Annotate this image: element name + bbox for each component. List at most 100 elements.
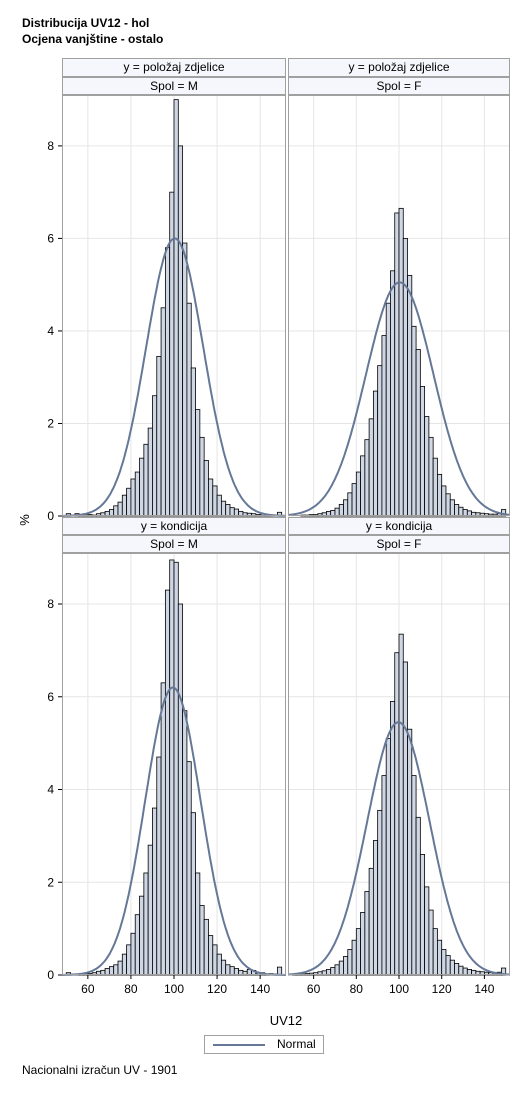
panel-4-col-header xyxy=(288,535,510,553)
panel-3-xtick-label-100: 100 xyxy=(164,982,184,996)
panel-3-col-header xyxy=(62,535,286,553)
panel-4-bar-76 xyxy=(347,949,353,976)
panel-4-bar-94 xyxy=(385,738,391,976)
panel-2-bar-120 xyxy=(441,485,447,517)
panel-1-bar-78 xyxy=(126,487,132,517)
panel-3-bar-96 xyxy=(164,589,171,976)
panel-4-bar-110 xyxy=(419,854,426,976)
panel-3-bar-80 xyxy=(130,932,136,976)
panel-4-bar-128 xyxy=(458,965,464,976)
panel-3-normal-curve xyxy=(62,686,286,976)
panel-2-col-header xyxy=(288,77,510,95)
panel-2-bar-104 xyxy=(407,275,413,517)
panel-4-frame xyxy=(288,553,510,975)
footnote: Nacionalni izračun UV - 1901 xyxy=(22,1063,178,1077)
panel-2-col-label: Spol = F xyxy=(376,79,421,93)
panel-1-bar-76 xyxy=(121,494,128,517)
panel-3-bar-72 xyxy=(113,964,119,976)
panel-1-bar-82 xyxy=(134,471,140,517)
panel-2-bar-116 xyxy=(432,457,438,517)
panel-2-bar-86 xyxy=(368,418,374,517)
panel-4-col-label: Spol = F xyxy=(376,537,421,551)
panel-1-bar-84 xyxy=(139,457,145,517)
panel-1-bar-80 xyxy=(130,478,136,517)
panel-4-xtick-label-140: 140 xyxy=(474,982,494,996)
panel-2-bar-106 xyxy=(411,325,417,517)
panel-3-bar-108 xyxy=(190,812,196,976)
panel-4-bar-98 xyxy=(394,652,400,976)
panel-4-xtick-label-100: 100 xyxy=(389,982,409,996)
panel-2-bar-72 xyxy=(338,504,344,517)
panel-2-bar-70 xyxy=(334,507,340,517)
panel-3-bar-88 xyxy=(147,844,153,976)
panel-2-bar-88 xyxy=(372,390,379,517)
panel-4-bar-112 xyxy=(424,886,430,976)
panel-3-bar-84 xyxy=(139,895,145,976)
panel-4-bar-74 xyxy=(343,956,349,976)
panel-1-bar-92 xyxy=(156,355,162,517)
legend-normal-line-icon xyxy=(213,1044,265,1046)
panel-4-bar-116 xyxy=(432,928,438,976)
panel-3-bar-70 xyxy=(108,966,115,976)
panel-1-bar-90 xyxy=(152,395,158,517)
panel-4-normal-curve xyxy=(287,721,511,976)
panel-1-bar-116 xyxy=(208,478,214,517)
panel-4-bar-126 xyxy=(454,963,460,976)
panel-4-bar-88 xyxy=(372,840,379,976)
panel-4-bar-80 xyxy=(355,928,361,976)
panel-3-bar-86 xyxy=(143,872,149,976)
panel-4-bar-92 xyxy=(381,775,387,976)
panel-1-bar-120 xyxy=(216,494,222,517)
panel-3-ytick-label-6: 6 xyxy=(47,690,54,704)
panel-2-bar-80 xyxy=(355,471,361,517)
panel-3-ytick-label-0: 0 xyxy=(47,968,54,982)
panel-3-bar-112 xyxy=(199,905,205,976)
panel-1-col-label: Spol = M xyxy=(150,79,198,93)
panel-2-bar-94 xyxy=(385,302,391,517)
x-axis-title: UV12 xyxy=(270,1013,303,1028)
panel-2-bar-124 xyxy=(449,499,455,517)
panel-1-ytick-label-0: 0 xyxy=(47,509,54,523)
panel-3-bar-76 xyxy=(121,953,128,976)
panel-3-xtick-label-140: 140 xyxy=(250,982,270,996)
panel-3-bar-90 xyxy=(152,807,158,976)
panel-3-bar-126 xyxy=(229,966,235,976)
panel-3-bar-120 xyxy=(216,953,222,976)
panel-1-row-header xyxy=(62,58,286,77)
panel-4-bar-84 xyxy=(364,891,370,976)
panel-3-bar-102 xyxy=(177,603,184,976)
panel-1-bar-118 xyxy=(212,485,218,517)
panel-2-bar-98 xyxy=(394,212,400,517)
panel-2-bar-102 xyxy=(402,238,408,517)
panel-3-ytick-label-2: 2 xyxy=(47,875,54,889)
panel-3-bar-94 xyxy=(160,682,166,976)
panel-1-bar-126 xyxy=(229,507,235,517)
panel-4-bar-104 xyxy=(407,728,413,976)
panel-1-normal-curve xyxy=(62,237,287,517)
panel-4-bar-130 xyxy=(462,967,468,976)
panel-3-ytick-label-4: 4 xyxy=(47,783,54,797)
panel-3-xtick-label-80: 80 xyxy=(124,982,138,996)
panel-3-bar-118 xyxy=(212,944,218,976)
panel-4-bar-78 xyxy=(351,939,357,976)
panel-4-bar-114 xyxy=(428,909,434,976)
panel-4-bar-72 xyxy=(338,960,344,976)
panel-3-xtick-label-120: 120 xyxy=(207,982,227,996)
panel-2-bar-90 xyxy=(377,365,383,517)
panel-1-frame xyxy=(62,95,286,516)
panel-4-bar-118 xyxy=(437,939,443,976)
panel-2-bar-78 xyxy=(351,483,357,517)
panel-4-bar-68 xyxy=(330,967,336,976)
panel-1-bar-124 xyxy=(225,504,231,517)
panel-2-bar-84 xyxy=(364,439,370,517)
panel-2-bar-122 xyxy=(445,493,451,517)
panel-3-bar-104 xyxy=(182,710,188,976)
chart-title: Distribucija UV12 - hol xyxy=(22,16,150,30)
panel-1-bar-128 xyxy=(233,508,240,517)
panel-2-bar-92 xyxy=(381,335,387,517)
panel-2-bar-100 xyxy=(398,207,404,517)
panel-2-bar-96 xyxy=(390,270,396,517)
panel-2-frame xyxy=(288,95,510,516)
panel-1-bar-100 xyxy=(173,99,179,517)
